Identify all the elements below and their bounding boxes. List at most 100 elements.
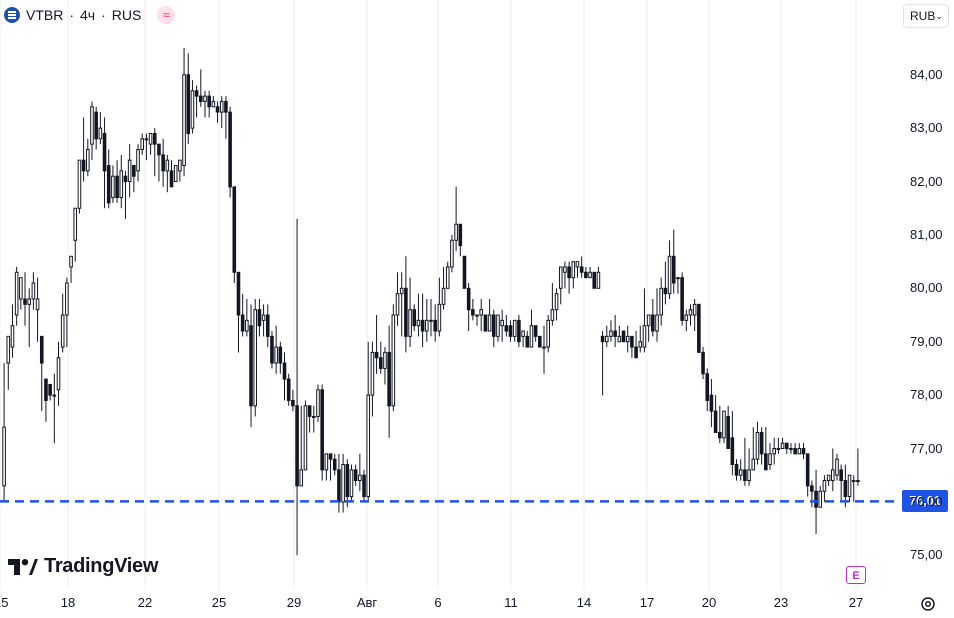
- candle: [529, 309, 534, 348]
- candle: [102, 117, 107, 209]
- candle-body-up: [835, 458, 839, 476]
- candle-body-up: [408, 309, 412, 337]
- candle: [90, 101, 94, 161]
- candle: [462, 255, 467, 289]
- candle-body-up: [312, 415, 316, 418]
- candle-body-up: [772, 448, 776, 455]
- time-tick-label: 15: [0, 595, 9, 610]
- candle-body-down: [793, 448, 797, 455]
- candle-body-down: [115, 175, 119, 199]
- symbol-name[interactable]: VTBR: [26, 7, 64, 23]
- interval-label[interactable]: 4ч: [80, 7, 96, 23]
- candle: [35, 277, 40, 342]
- candle-body-down: [123, 175, 128, 183]
- candle: [383, 347, 387, 385]
- candle: [617, 325, 622, 343]
- candle-body-down: [471, 309, 475, 316]
- candle-body-up: [776, 448, 781, 451]
- candle-body-up: [349, 469, 354, 498]
- candle: [429, 299, 433, 337]
- candle: [521, 330, 525, 348]
- candle: [567, 261, 571, 294]
- candle: [604, 325, 609, 348]
- candle: [538, 335, 542, 348]
- candle-body-up: [383, 351, 387, 369]
- candle: [625, 325, 630, 353]
- candle-body-up: [165, 159, 170, 172]
- candle-body-up: [655, 314, 659, 332]
- candle: [39, 335, 44, 412]
- candle-body-down: [533, 325, 538, 337]
- candle: [688, 304, 693, 326]
- candle-body-down: [538, 335, 542, 348]
- tradingview-logo-icon: [8, 558, 38, 575]
- candle-body-up: [847, 474, 852, 498]
- candle: [253, 299, 258, 417]
- candle-body-up: [646, 314, 651, 327]
- candle-body-up: [496, 314, 500, 337]
- earnings-icon[interactable]: E: [846, 566, 866, 584]
- price-tick-label: 84,00: [910, 66, 943, 82]
- candle: [152, 128, 157, 177]
- candle-body-down: [491, 314, 496, 337]
- gear-icon[interactable]: [919, 595, 937, 613]
- candle-body-up: [617, 335, 622, 343]
- candle: [278, 341, 283, 374]
- currency-button[interactable]: RUB ⌄: [903, 4, 949, 28]
- candle: [558, 266, 563, 305]
- candle-body-down: [307, 405, 312, 417]
- candle: [483, 314, 488, 332]
- candle-body-up: [479, 309, 484, 316]
- candle-body-down: [81, 159, 86, 172]
- candle-body-down: [236, 271, 241, 316]
- tradingview-logo[interactable]: TradingView: [8, 555, 158, 578]
- candle-body-up: [2, 426, 6, 487]
- candle: [69, 255, 73, 283]
- price-tick-label: 78,00: [910, 387, 943, 403]
- candle-body-up: [299, 469, 304, 487]
- candle-body-up: [751, 458, 756, 471]
- candle-body-down: [387, 351, 391, 407]
- chevron-down-icon: ⌄: [935, 10, 943, 21]
- candle-body-up: [19, 277, 23, 300]
- candle-body-down: [199, 95, 203, 102]
- candle: [337, 453, 341, 513]
- candle-body-up: [688, 309, 693, 316]
- candle-body-down: [240, 314, 245, 332]
- candle-body-down: [337, 469, 341, 503]
- candle-body-down: [169, 170, 174, 188]
- candle-body-down: [404, 287, 408, 337]
- candle-body-up: [77, 159, 82, 209]
- candle: [613, 315, 617, 348]
- candle-body-up: [550, 309, 555, 321]
- candle: [579, 256, 584, 278]
- candle: [52, 373, 57, 444]
- candle: [504, 315, 509, 337]
- candle-body-up: [261, 314, 266, 321]
- candle: [228, 106, 232, 198]
- candle-body-up: [10, 325, 15, 348]
- candle: [705, 368, 710, 412]
- candle-body-up: [738, 469, 743, 476]
- candle: [793, 443, 797, 455]
- candle-body-up: [127, 159, 132, 183]
- candle: [391, 304, 396, 412]
- symbol-header[interactable]: VTBR · 4ч · RUS ≈: [4, 4, 176, 26]
- candle: [303, 400, 308, 471]
- candle: [697, 303, 701, 353]
- candle-body-up: [609, 330, 613, 337]
- candle-body-up: [219, 100, 224, 113]
- candle-body-down: [525, 335, 530, 348]
- candle-body-up: [324, 453, 329, 471]
- candle: [215, 101, 220, 123]
- candle: [282, 352, 287, 401]
- candle: [207, 90, 211, 118]
- exchange-label: RUS: [111, 7, 142, 23]
- candle: [77, 159, 82, 214]
- candle: [445, 261, 450, 289]
- candle-body-up: [429, 319, 433, 322]
- candle: [14, 266, 19, 326]
- candle: [671, 229, 676, 294]
- candle-body-down: [839, 469, 843, 482]
